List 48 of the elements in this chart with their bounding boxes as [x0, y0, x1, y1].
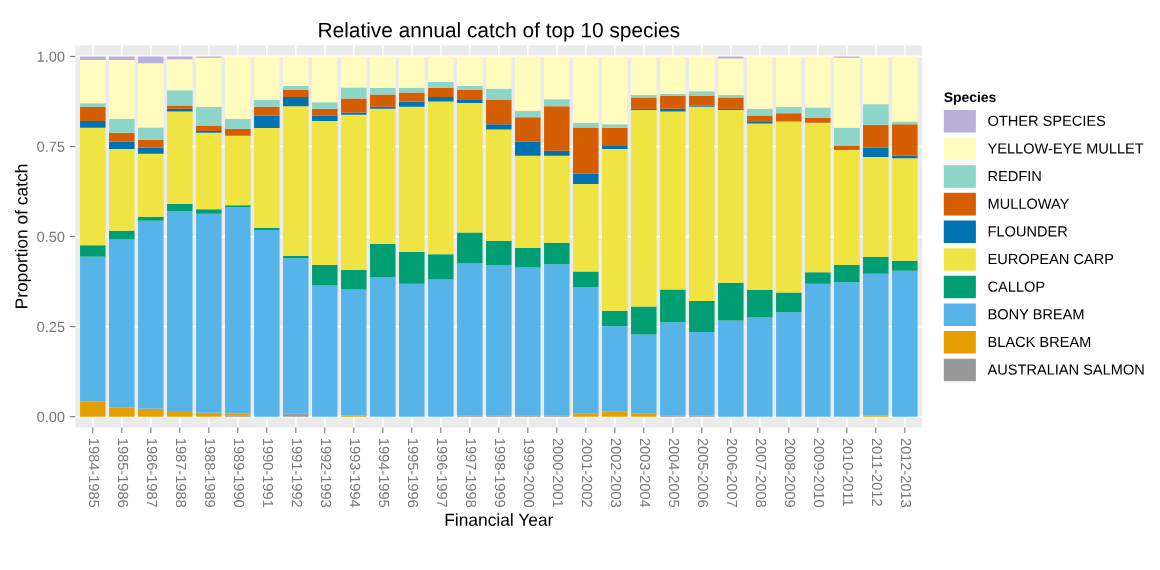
x-tick-label: 1999-2000: [523, 439, 535, 508]
x-tick-label: 1990-1991: [262, 439, 274, 507]
x-tick-label: 2012-2013: [900, 438, 912, 508]
x-tick-label: 1987-1988: [175, 439, 187, 508]
legend-label: OTHER SPECIES: [988, 115, 1106, 126]
legend-label: EUROPEAN CARP: [988, 253, 1114, 265]
x-tick-label: 1996-1997: [436, 439, 448, 507]
legend-label: YELLOW-EYE MULLET: [987, 143, 1144, 154]
x-tick-label: 1989-1990: [233, 439, 245, 508]
x-tick-label: 1992-1993: [320, 439, 332, 508]
x-tick-label: 2002-2003: [610, 438, 622, 508]
legend-label: REDFIN: [988, 171, 1041, 182]
legend-label: CALLOP: [988, 281, 1045, 292]
x-tick-label: 2006-2007: [726, 438, 738, 507]
legend-label: BONY BREAM: [988, 309, 1084, 320]
legend-label: MULLOWAY: [988, 198, 1070, 209]
y-axis-title: Proportion of catch: [14, 164, 32, 308]
x-tick-label: 1985-1986: [117, 439, 129, 508]
y-tick-label: 0.25: [37, 321, 65, 333]
x-tick-label: 1991-1992: [291, 439, 303, 507]
x-tick-label: 2004-2005: [668, 438, 680, 508]
legend-label: AUSTRALIAN SALMON: [987, 364, 1144, 375]
y-tick-label: 1.00: [37, 51, 65, 62]
legend-title: Species: [944, 91, 996, 105]
x-tick-label: 2007-2008: [755, 438, 767, 508]
x-tick-label: 1986-1987: [146, 439, 158, 507]
x-tick-label: 1995-1996: [407, 439, 419, 508]
y-tick-label: 0.75: [37, 141, 65, 152]
y-tick-label: 0.00: [37, 411, 65, 423]
x-tick-label: 2003-2004: [639, 438, 651, 508]
x-axis-title: Financial Year: [445, 513, 554, 526]
x-tick-label: 1997-1998: [465, 439, 477, 508]
x-tick-label: 2009-2010: [813, 438, 825, 508]
x-tick-label: 1984-1985: [88, 439, 100, 508]
legend-label: FLOUNDER: [988, 226, 1068, 237]
x-tick-label: 2011-2012: [871, 438, 883, 506]
x-tick-label: 1993-1994: [349, 439, 361, 508]
legend-label: BLACK BREAM: [988, 336, 1091, 348]
x-tick-label: 1998-1999: [494, 439, 506, 507]
x-tick-label: 2000-2001: [552, 438, 564, 507]
x-tick-label: 2001-2002: [581, 438, 593, 507]
x-tick-label: 1988-1989: [204, 439, 216, 507]
x-tick-label: 1994-1995: [378, 439, 390, 508]
x-tick-label: 2008-2009: [784, 438, 796, 507]
chart-title: Relative annual catch of top 10 species: [319, 22, 680, 42]
y-tick-label: 0.50: [37, 231, 65, 242]
x-tick-label: 2005-2006: [697, 438, 709, 508]
x-tick-label: 2010-2011: [842, 438, 854, 506]
